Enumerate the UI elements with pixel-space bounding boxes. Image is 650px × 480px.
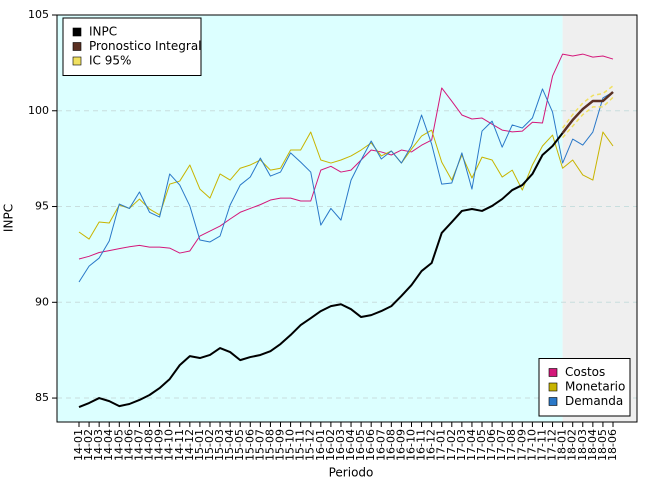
x-tick-label: 17-05 [475, 429, 488, 461]
y-tick-label: 100 [28, 104, 49, 117]
x-tick-label: 15-04 [223, 429, 236, 461]
x-tick-label: 14-12 [183, 429, 196, 461]
x-axis-label: Periodo [329, 466, 374, 480]
x-tick-label: 15-08 [263, 429, 276, 461]
x-tick-label: 18-02 [566, 429, 579, 461]
legend-swatch [548, 397, 558, 406]
x-tick-label: 18-05 [596, 429, 609, 461]
x-tick-label: 17-11 [535, 429, 548, 461]
x-tick-label: 15-12 [304, 429, 317, 461]
legend-swatch [72, 27, 82, 37]
series-line [78, 132, 564, 408]
x-tick-label: 18-01 [556, 429, 569, 461]
legend-swatch [548, 368, 558, 377]
x-tick-label: 16-09 [394, 429, 407, 461]
x-tick-label: 16-02 [324, 429, 337, 461]
x-tick-label: 16-10 [404, 429, 417, 461]
x-tick-label: 17-12 [546, 429, 559, 461]
y-tick-label: 85 [35, 391, 49, 404]
legend-swatch [548, 382, 558, 392]
legend-label: IC 95% [89, 54, 131, 68]
x-tick-label: 17-10 [525, 429, 538, 461]
y-tick-label: 105 [28, 8, 49, 21]
x-tick-label: 14-10 [163, 429, 176, 461]
x-tick-label: 16-11 [415, 429, 428, 461]
x-tick-label: 15-05 [233, 429, 246, 461]
series-line [78, 53, 614, 260]
x-tick-label: 14-02 [82, 429, 95, 461]
x-tick-label: 15-07 [253, 429, 266, 461]
x-tick-label: 17-06 [485, 429, 498, 461]
x-tick-label: 14-07 [132, 429, 145, 461]
x-tick-label: 16-01 [314, 429, 327, 461]
shaded-region [57, 15, 563, 422]
x-tick-label: 14-11 [173, 429, 186, 461]
x-tick-label: 16-08 [384, 429, 397, 461]
y-tick-label: 95 [35, 200, 49, 213]
x-tick-label: 18-03 [576, 429, 589, 461]
x-tick-label: 17-09 [515, 429, 528, 461]
x-tick-label: 18-04 [586, 429, 599, 461]
x-tick-label: 14-09 [153, 429, 166, 461]
x-tick-label: 15-09 [274, 429, 287, 461]
legend-swatch [72, 42, 82, 51]
x-tick-label: 16-04 [344, 429, 357, 461]
legend-label: Monetario [565, 380, 625, 394]
x-tick-label: 17-07 [495, 429, 508, 461]
x-tick-label: 15-03 [213, 429, 226, 461]
x-tick-label: 18-06 [606, 429, 619, 461]
series-line [562, 96, 614, 139]
x-tick-label: 14-06 [122, 429, 135, 461]
shaded-region [562, 15, 637, 422]
x-tick-label: 14-05 [112, 429, 125, 461]
series-line [562, 85, 614, 129]
x-tick-label: 15-02 [203, 429, 216, 461]
x-tick-label: 15-01 [193, 429, 206, 461]
y-axis-label: INPC [2, 204, 16, 232]
legend-box [62, 17, 202, 76]
x-tick-label: 17-08 [505, 429, 518, 461]
plot-frame [56, 14, 638, 423]
x-tick-label: 17-01 [435, 429, 448, 461]
x-tick-label: 15-10 [284, 429, 297, 461]
x-tick-label: 15-11 [294, 429, 307, 461]
x-tick-label: 17-02 [445, 429, 458, 461]
legend-label: Pronostico Integral [89, 39, 202, 53]
legend-label: Demanda [565, 394, 623, 408]
x-tick-label: 15-06 [243, 429, 256, 461]
series-line [78, 88, 614, 283]
x-tick-label: 17-04 [465, 429, 478, 461]
series-line [78, 129, 614, 240]
x-tick-label: 16-03 [334, 429, 347, 461]
x-tick-label: 14-03 [92, 429, 105, 461]
x-tick-label: 17-03 [455, 429, 468, 461]
x-tick-label: 16-12 [425, 429, 438, 461]
legend-label: INPC [89, 25, 117, 39]
legend-label: Costos [565, 365, 605, 379]
x-tick-label: 16-05 [354, 429, 367, 461]
x-tick-label: 14-01 [72, 429, 85, 461]
legend-swatch [72, 56, 82, 66]
x-tick-label: 14-04 [102, 429, 115, 461]
series-line [561, 91, 614, 134]
x-tick-label: 14-08 [143, 429, 156, 461]
x-tick-label: 16-06 [364, 429, 377, 461]
y-tick-label: 90 [35, 295, 49, 308]
x-tick-label: 16-07 [374, 429, 387, 461]
